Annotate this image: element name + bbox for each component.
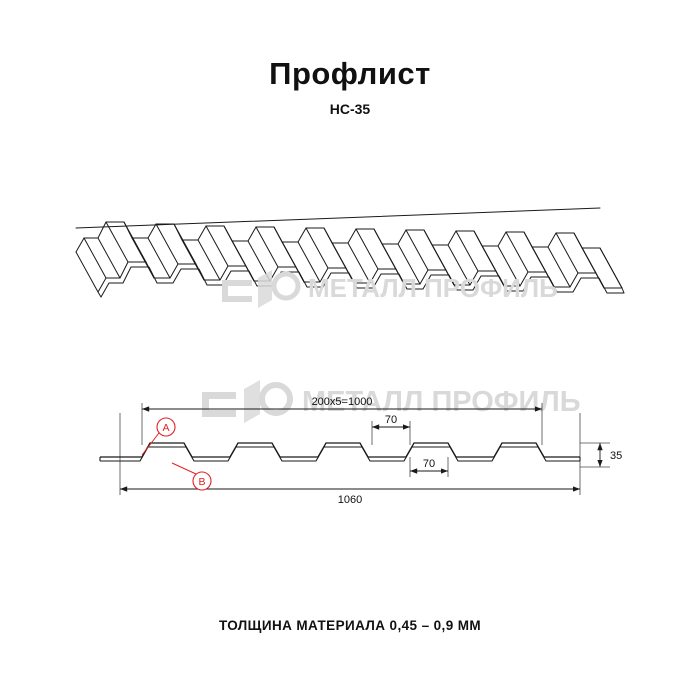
callout-b: B [171, 462, 212, 491]
dimension-total-width-label: 1060 [338, 494, 362, 506]
technical-cross-section-drawing: 200x5=1000 1060 70 70 35 [80, 385, 640, 515]
dimension-height-label: 35 [610, 450, 622, 462]
callout-b-label: B [198, 476, 205, 488]
callout-a-label: A [162, 422, 169, 434]
material-thickness-note: ТОЛЩИНА МАТЕРИАЛА 0,45 – 0,9 ММ [218, 618, 482, 633]
dimension-rib-top-label: 70 [385, 414, 397, 426]
callout-a: A [141, 417, 176, 456]
model-label: НС-35 [329, 101, 371, 117]
page-title: Профлист [269, 56, 431, 91]
isometric-sheet-illustration [60, 180, 640, 330]
dimension-rib-bottom-label: 70 [423, 458, 435, 470]
dimension-pitch-label: 200x5=1000 [312, 396, 373, 408]
